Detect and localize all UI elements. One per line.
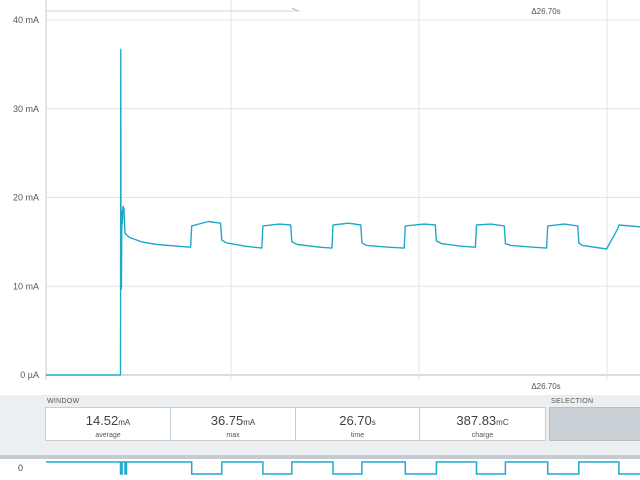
window-delta-bottom: Δ26.70s xyxy=(531,382,560,391)
stat-average-label: average xyxy=(95,432,121,439)
y-tick-label: 20 mA xyxy=(13,193,39,203)
y-axis-labels: 40 mA 30 mA 20 mA 10 mA 0 µA xyxy=(13,15,39,380)
selection-box[interactable] xyxy=(549,407,640,441)
window-delta-bottom-label: Δ26.70s xyxy=(531,382,560,391)
window-section-label: WINDOW xyxy=(47,398,80,405)
y-tick-label: 0 µA xyxy=(20,370,39,380)
stat-average-value: 14.52 xyxy=(85,413,119,428)
stat-max: 36.75mA max xyxy=(170,407,296,441)
stat-average-unit: mA xyxy=(118,418,131,427)
selection-section-label: SELECTION xyxy=(551,398,594,405)
y-tick-label: 10 mA xyxy=(13,281,39,291)
stat-charge-value: 387.83 xyxy=(456,413,497,428)
stat-charge-unit: mC xyxy=(496,418,509,427)
panel-divider[interactable] xyxy=(0,455,640,459)
stat-time-unit: s xyxy=(371,418,376,427)
chart-grid xyxy=(45,0,640,380)
stat-charge: 387.83mC charge xyxy=(419,407,546,441)
stat-average: 14.52mA average xyxy=(45,407,171,441)
stat-max-unit: mA xyxy=(243,418,256,427)
current-chart[interactable]: 40 mA 30 mA 20 mA 10 mA 0 µA Δ26.70s Δ26.70s xyxy=(0,0,640,395)
y-tick-label: 30 mA xyxy=(13,104,39,114)
window-delta-top-label: Δ26.70s xyxy=(531,7,560,16)
digital-channel-label: 0 xyxy=(18,463,24,473)
stat-time: 26.70s time xyxy=(295,407,420,441)
stats-panel: WINDOW SELECTION 14.52mA average 36.75mA… xyxy=(0,395,640,455)
digital-channel-trace xyxy=(46,461,640,475)
window-delta-top: Δ26.70s xyxy=(46,7,561,16)
stat-charge-label: charge xyxy=(471,432,494,439)
y-tick-label: 40 mA xyxy=(13,15,39,25)
current-trace xyxy=(46,48,640,376)
stat-max-value: 36.75 xyxy=(210,413,244,428)
stat-time-label: time xyxy=(350,432,365,439)
stat-time-value: 26.70 xyxy=(339,413,372,428)
stat-max-label: max xyxy=(226,432,240,439)
